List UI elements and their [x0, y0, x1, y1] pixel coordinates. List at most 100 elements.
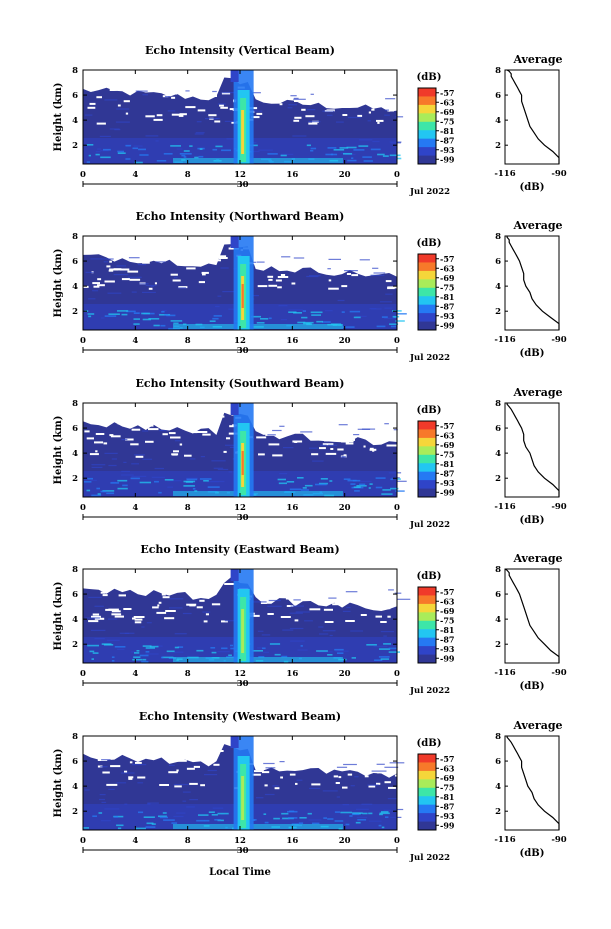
profile-y-tick-label: 8: [495, 399, 501, 409]
no-echo-gap: [376, 589, 388, 592]
colorbar-swatch: [418, 155, 436, 165]
colorbar-swatch: [418, 796, 436, 806]
echo-texture: [300, 431, 313, 433]
echo-texture: [342, 326, 355, 328]
echo-texture: [355, 821, 361, 824]
echo-texture: [117, 487, 128, 490]
echo-texture: [251, 315, 261, 318]
echo-texture: [347, 479, 357, 482]
colorbar-tick-label: -63: [440, 430, 455, 440]
echo-texture: [117, 827, 122, 830]
no-echo-gap: [294, 747, 301, 750]
no-echo-gap: [193, 253, 204, 256]
colorbar-tick-label: -75: [440, 615, 454, 625]
echo-texture: [198, 814, 209, 816]
echo-texture: [395, 320, 405, 322]
echo-texture: [87, 644, 99, 647]
echo-column-max: [241, 451, 244, 475]
no-echo-gap: [309, 752, 320, 755]
no-echo-gap: [323, 608, 333, 611]
no-echo-gap: [203, 620, 208, 623]
echo-texture: [128, 257, 140, 259]
echo-texture: [104, 99, 118, 101]
echo-texture: [363, 160, 373, 162]
no-echo-gap: [308, 122, 318, 125]
no-echo-gap: [221, 92, 231, 95]
no-echo-gap: [342, 413, 346, 416]
colorbar-tick-label: -75: [440, 449, 454, 459]
colorbar-tick-label: -57: [440, 421, 454, 431]
echo-texture: [308, 121, 321, 123]
echo-texture: [84, 789, 90, 791]
echo-texture: [377, 153, 385, 156]
no-echo-gap: [171, 413, 180, 416]
echo-texture: [288, 311, 297, 313]
no-echo-gap: [165, 610, 176, 612]
colorbar-swatch: [418, 88, 436, 97]
colorbar-tick-label: -57: [440, 88, 454, 98]
echo-texture: [293, 599, 301, 601]
echo-texture: [297, 477, 304, 479]
panel-3: Echo Intensity (Southward Beam)0 4 8 12 16 20…: [53, 377, 567, 530]
colorbar-tick-label: -69: [440, 273, 455, 283]
echo-texture: [95, 153, 100, 156]
echo-texture: [150, 285, 155, 287]
echo-texture: [97, 493, 101, 495]
echo-texture: [381, 826, 385, 829]
colorbar-swatch: [418, 296, 436, 306]
no-echo-gap: [367, 605, 374, 608]
x-tick-label: 12: [234, 503, 246, 513]
echo-texture: [394, 116, 404, 118]
no-echo-gap: [197, 589, 204, 591]
no-echo-gap: [173, 450, 179, 453]
echo-texture: [137, 264, 147, 266]
echo-texture: [139, 654, 149, 657]
echo-texture: [186, 478, 198, 481]
no-echo-gap: [96, 122, 106, 125]
echo-texture: [373, 272, 386, 274]
echo-texture: [92, 652, 99, 654]
colorbar-swatch: [418, 446, 436, 456]
no-echo-gap: [323, 88, 327, 91]
no-echo-gap: [94, 441, 104, 444]
colorbar: (dB) -57-63-69-75-81-87-93-99: [417, 405, 455, 498]
y-axis-label: Height (km): [53, 83, 64, 152]
echo-texture: [375, 477, 386, 479]
echo-texture: [388, 589, 394, 591]
no-echo-gap: [280, 581, 289, 584]
no-echo-gap: [342, 114, 348, 116]
panel-title: Echo Intensity (Eastward Beam): [140, 543, 339, 556]
colorbar-swatch: [418, 421, 436, 430]
echo-texture: [354, 776, 359, 778]
no-echo-gap: [264, 93, 271, 96]
no-echo-gap: [387, 758, 391, 761]
profile-title: Average: [512, 386, 562, 399]
no-echo-gap: [94, 617, 105, 620]
no-echo-gap: [87, 106, 96, 109]
average-profile: Average 2 4 6 8 -116 -90 (dB): [494, 386, 566, 526]
echo-texture: [296, 779, 303, 781]
echo-texture: [290, 605, 304, 607]
echo-texture: [145, 826, 156, 828]
no-echo-gap: [260, 602, 267, 604]
no-echo-gap: [347, 773, 353, 776]
profile-title: Average: [512, 219, 562, 232]
no-echo-gap: [172, 453, 178, 456]
echo-texture: [329, 480, 333, 482]
echo-texture: [379, 301, 392, 303]
echo-texture: [351, 813, 360, 816]
echo-texture: [263, 813, 267, 815]
echo-surface-band: [173, 657, 343, 662]
echo-texture: [343, 763, 357, 766]
echo-texture: [282, 629, 294, 631]
echo-texture: [251, 92, 261, 94]
no-echo-gap: [188, 754, 198, 757]
no-echo-gap: [168, 771, 178, 774]
echo-texture: [158, 815, 167, 818]
echo-texture: [85, 617, 100, 619]
echo-texture: [90, 629, 106, 631]
echo-texture: [383, 635, 387, 637]
colorbar-swatch: [418, 113, 436, 123]
profile-y-tick-label: 8: [495, 732, 501, 742]
echo-texture: [147, 802, 159, 804]
